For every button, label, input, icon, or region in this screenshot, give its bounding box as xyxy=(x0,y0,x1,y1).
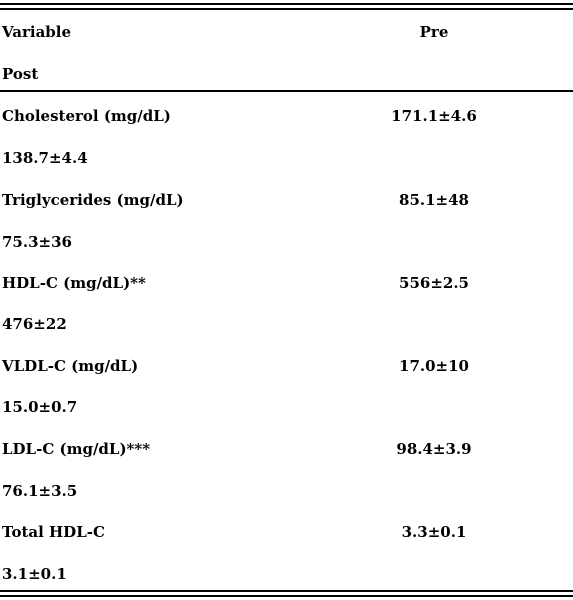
row-pre: 3.3±0.1 xyxy=(401,523,467,541)
header-rule xyxy=(0,90,573,92)
header-pre: Pre xyxy=(419,23,449,41)
row-pre: 98.4±3.9 xyxy=(396,440,472,458)
row-post: 76.1±3.5 xyxy=(2,482,78,500)
row-pre: 85.1±48 xyxy=(399,191,469,209)
row-pre: 171.1±4.6 xyxy=(391,107,477,125)
row-post: 476±22 xyxy=(2,315,67,333)
row-post: 15.0±0.7 xyxy=(2,398,78,416)
row-variable: Triglycerides (mg/dL) xyxy=(2,191,184,209)
row-pre: 17.0±10 xyxy=(399,357,469,375)
row-variable: LDL-C (mg/dL)*** xyxy=(2,440,151,458)
top-rule-2 xyxy=(0,8,573,10)
row-post: 138.7±4.4 xyxy=(2,149,88,167)
header-post: Post xyxy=(2,65,39,83)
bottom-rule-2 xyxy=(0,595,573,597)
bottom-rule-1 xyxy=(0,590,573,592)
row-post: 3.1±0.1 xyxy=(2,565,67,583)
row-post: 75.3±36 xyxy=(2,233,72,251)
row-variable: HDL-C (mg/dL)** xyxy=(2,274,146,292)
row-variable: Cholesterol (mg/dL) xyxy=(2,107,171,125)
top-rule-1 xyxy=(0,3,573,5)
header-variable: Variable xyxy=(2,23,72,41)
row-variable: VLDL-C (mg/dL) xyxy=(2,357,139,375)
row-pre: 556±2.5 xyxy=(399,274,469,292)
row-variable: Total HDL-C xyxy=(2,523,105,541)
